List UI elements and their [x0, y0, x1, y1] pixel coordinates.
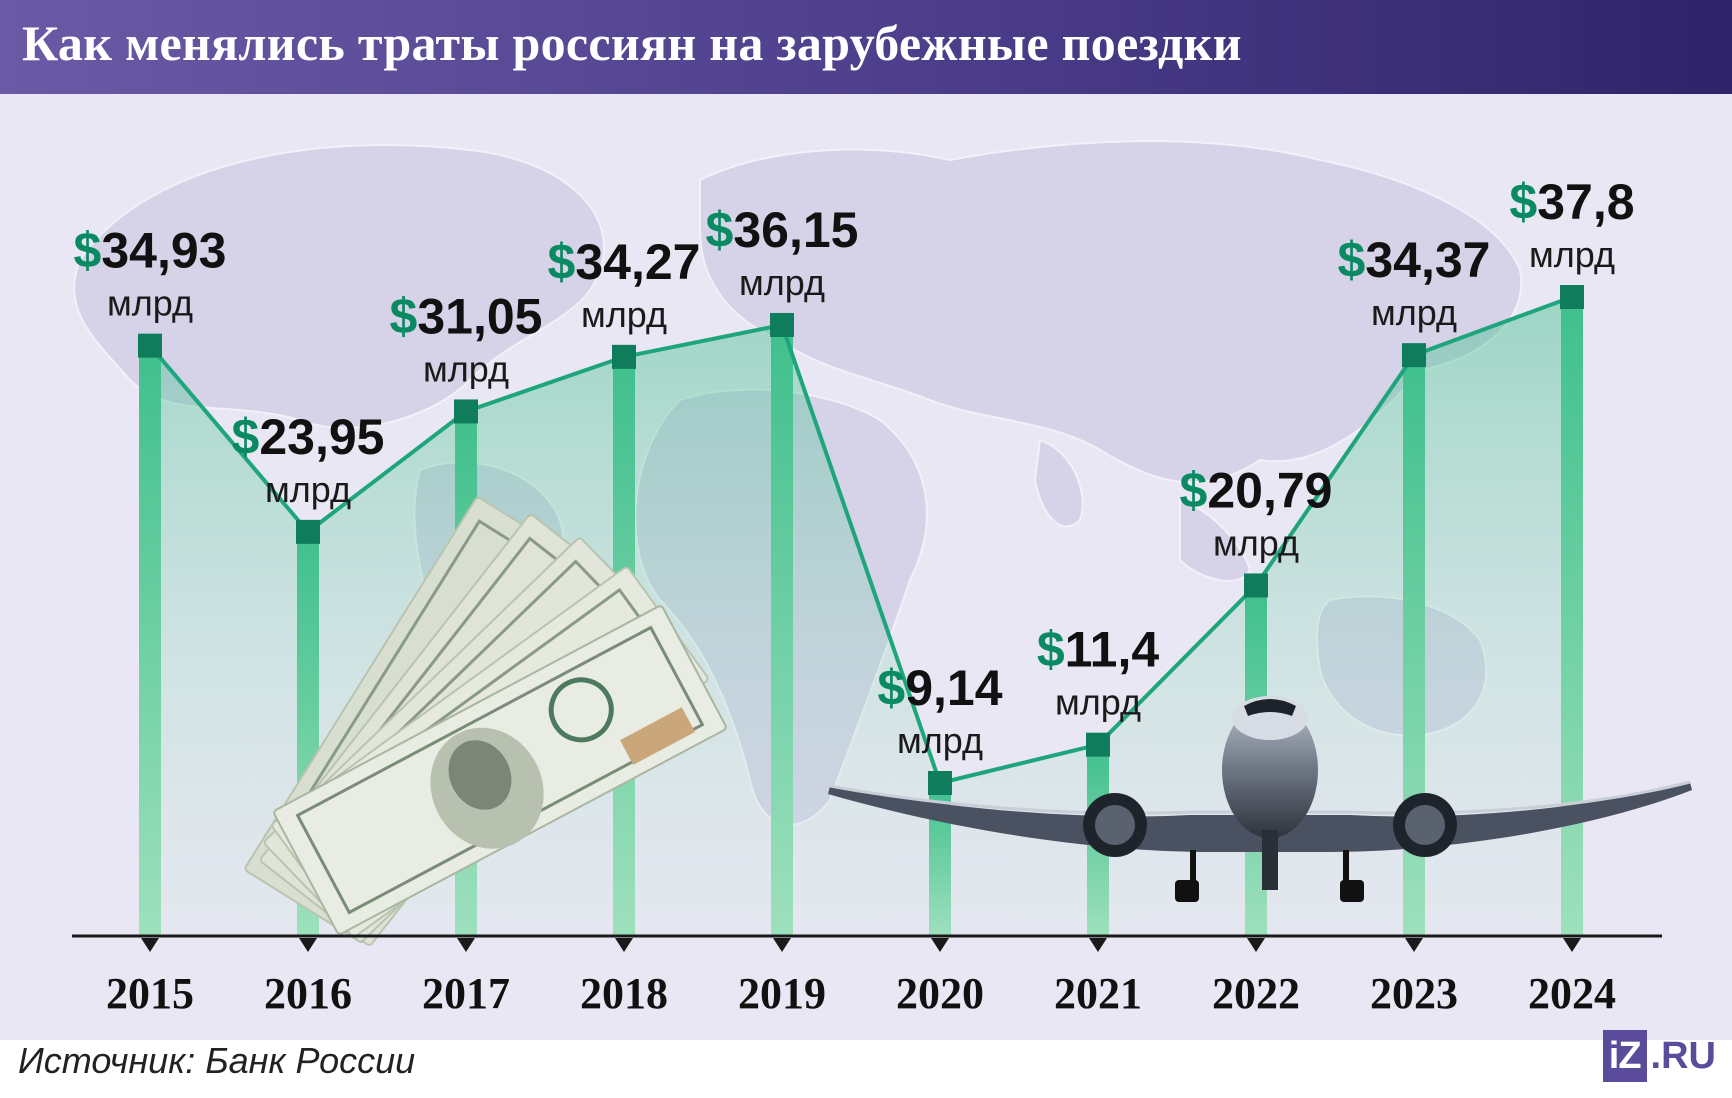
- value-number: 34,93: [101, 223, 226, 279]
- dollar-sign: $: [1509, 174, 1537, 230]
- bar-2024: [1561, 297, 1583, 936]
- unit-label-2022: млрд: [1213, 522, 1299, 563]
- point-marker-2018: [612, 344, 636, 369]
- series-line: [148, 295, 1573, 785]
- point-marker-2020: [928, 771, 952, 795]
- value-number: 23,95: [259, 409, 384, 465]
- dollar-sign: $: [232, 409, 260, 465]
- bar-2023: [1403, 355, 1425, 936]
- dollar-sign: $: [706, 202, 734, 258]
- point-marker-2022: [1244, 573, 1268, 598]
- value-number: 37,8: [1537, 174, 1634, 230]
- airplane-illustration: [828, 696, 1692, 902]
- value-label-2019: $36,15: [706, 202, 859, 258]
- x-tick-label-2018: 2018: [580, 969, 668, 1018]
- x-tick-label-2016: 2016: [264, 969, 352, 1018]
- value-number: 11,4: [1065, 622, 1160, 678]
- x-tick-label-2015: 2015: [106, 969, 194, 1018]
- bar-2015: [139, 345, 161, 936]
- bar-2019: [771, 324, 793, 937]
- x-tick-2015: [141, 938, 159, 952]
- unit-label-2017: млрд: [423, 348, 509, 389]
- unit-label-2024: млрд: [1529, 234, 1615, 275]
- x-tick-2022: [1247, 938, 1265, 952]
- value-label-2018: $34,27: [548, 234, 701, 290]
- value-number: 36,15: [733, 202, 858, 258]
- value-label-2022: $20,79: [1180, 462, 1333, 518]
- source-note: Источник: Банк России: [18, 1040, 416, 1081]
- unit-label-2016: млрд: [265, 469, 351, 510]
- logo-iz-mark: iZ: [1602, 1030, 1647, 1082]
- unit-label-2019: млрд: [739, 262, 825, 303]
- value-label-2016: $23,95: [232, 409, 385, 465]
- x-tick-2018: [615, 938, 633, 952]
- x-tick-label-2023: 2023: [1370, 969, 1458, 1018]
- footer: [0, 1040, 1732, 1098]
- dollar-sign: $: [74, 223, 102, 279]
- point-marker-2023: [1402, 343, 1426, 368]
- value-label-2023: $34,37: [1338, 232, 1491, 288]
- dollar-sign: $: [548, 234, 576, 290]
- point-marker-2015: [138, 333, 162, 358]
- x-tick-label-2022: 2022: [1212, 969, 1300, 1018]
- unit-label-2020: млрд: [897, 720, 983, 761]
- dollar-sign: $: [1180, 462, 1208, 518]
- x-tick-2024: [1563, 938, 1581, 952]
- header-bar: Как менялись траты россиян на зарубежные…: [0, 0, 1732, 94]
- x-tick-2020: [931, 938, 949, 952]
- dollar-sign: $: [877, 660, 905, 716]
- point-marker-2024: [1560, 285, 1584, 309]
- dollar-sign: $: [1338, 232, 1366, 288]
- value-number: 9,14: [905, 660, 1003, 716]
- logo-ru-text: .RU: [1650, 1034, 1716, 1077]
- x-tick-label-2021: 2021: [1054, 969, 1142, 1018]
- value-label-2020: $9,14: [877, 660, 1002, 716]
- unit-label-2021: млрд: [1055, 682, 1141, 723]
- dollar-sign: $: [1037, 622, 1065, 678]
- dollar-sign: $: [390, 288, 418, 344]
- point-marker-2017: [454, 399, 478, 424]
- unit-label-2023: млрд: [1371, 292, 1457, 333]
- value-number: 20,79: [1207, 462, 1332, 518]
- page-title: Как менялись траты россиян на зарубежные…: [22, 15, 1242, 71]
- x-tick-2019: [773, 938, 791, 952]
- value-label-2021: $11,4: [1037, 622, 1160, 678]
- iz-ru-logo: iZ .RU: [1602, 1030, 1716, 1082]
- value-label-2015: $34,93: [74, 223, 227, 279]
- point-marker-2019: [770, 312, 794, 337]
- x-tick-2017: [457, 938, 475, 952]
- value-number: 34,37: [1365, 232, 1490, 288]
- value-number: 31,05: [417, 288, 542, 344]
- x-tick-2021: [1089, 938, 1107, 952]
- dollar-banknotes-illustration: [244, 496, 727, 946]
- value-label-2017: $31,05: [390, 288, 543, 344]
- unit-label-2015: млрд: [107, 283, 193, 324]
- unit-label-2018: млрд: [581, 294, 667, 335]
- x-tick-2023: [1405, 938, 1423, 952]
- value-label-2024: $37,8: [1509, 174, 1634, 230]
- value-number: 34,27: [575, 234, 700, 290]
- x-tick-label-2019: 2019: [738, 969, 826, 1018]
- x-tick-label-2024: 2024: [1528, 969, 1616, 1018]
- point-marker-2016: [296, 519, 320, 544]
- x-tick-2016: [299, 938, 317, 952]
- x-tick-label-2017: 2017: [422, 969, 510, 1018]
- x-tick-label-2020: 2020: [896, 969, 984, 1018]
- point-marker-2021: [1086, 732, 1110, 757]
- spending-chart: $34,93млрд$23,95млрд$31,05млрд$34,27млрд…: [72, 140, 1692, 1018]
